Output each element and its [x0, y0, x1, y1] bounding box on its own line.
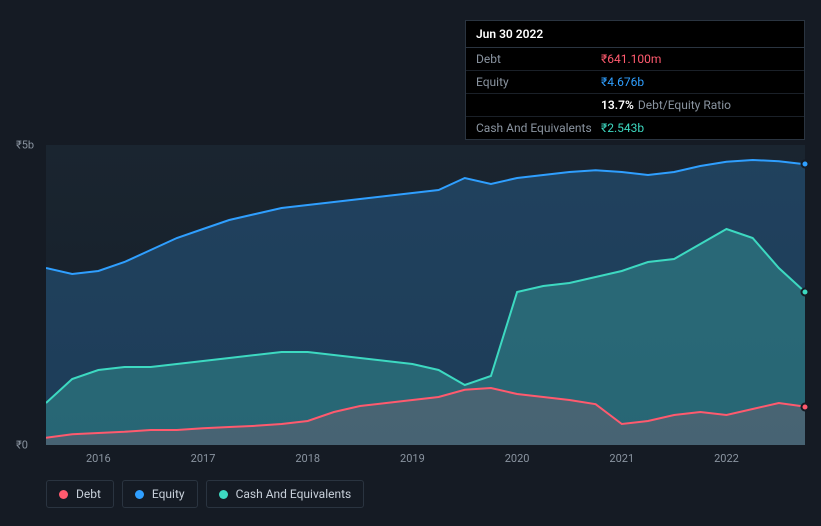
- x-axis-label: 2017: [191, 452, 216, 465]
- x-axis-label: 2021: [609, 452, 634, 465]
- legend-swatch: [59, 490, 68, 499]
- legend-swatch: [135, 490, 144, 499]
- equity-endpoint-marker: [801, 160, 810, 169]
- legend-label: Cash And Equivalents: [236, 487, 352, 501]
- tooltip-row-label: Equity: [476, 75, 601, 89]
- debt-endpoint-marker: [801, 402, 810, 411]
- chart-x-axis: 2016 2017 2018 2019 2020 2021 2022: [46, 450, 805, 470]
- tooltip-row: Equity₹4.676b: [466, 71, 804, 94]
- legend-item-cash[interactable]: Cash And Equivalents: [206, 480, 365, 508]
- financials-chart: ₹5b ₹0 2016 2017 2018 2019 2020 2021 2022 Debt E…: [16, 120, 805, 506]
- legend-label: Debt: [76, 487, 101, 501]
- tooltip-row-value: ₹4.676b: [601, 75, 644, 89]
- legend-item-equity[interactable]: Equity: [122, 480, 198, 508]
- cash-endpoint-marker: [801, 288, 810, 297]
- tooltip-row-value: ₹641.100m: [601, 52, 661, 66]
- chart-plot-area[interactable]: [46, 145, 805, 445]
- tooltip-row: Debt₹641.100m: [466, 48, 804, 71]
- x-axis-label: 2020: [505, 452, 530, 465]
- tooltip-row: Cash And Equivalents₹2.543b: [466, 117, 804, 139]
- tooltip-row-label: [476, 98, 601, 112]
- x-axis-label: 2016: [86, 452, 111, 465]
- chart-tooltip: Jun 30 2022 Debt₹641.100mEquity₹4.676b13…: [465, 20, 805, 140]
- tooltip-row-value: ₹2.543b: [601, 121, 644, 135]
- x-axis-label: 2022: [714, 452, 739, 465]
- tooltip-row-label: Cash And Equivalents: [476, 121, 601, 135]
- y-axis-label: ₹5b: [16, 139, 34, 152]
- x-axis-label: 2019: [400, 452, 425, 465]
- legend-swatch: [219, 490, 228, 499]
- y-axis-label: ₹0: [16, 439, 28, 452]
- legend-item-debt[interactable]: Debt: [46, 480, 114, 508]
- tooltip-ratio: 13.7% Debt/Equity Ratio: [601, 98, 731, 112]
- tooltip-date: Jun 30 2022: [466, 21, 804, 48]
- tooltip-row: 13.7% Debt/Equity Ratio: [466, 94, 804, 117]
- legend-label: Equity: [152, 487, 185, 501]
- tooltip-ratio-pct: 13.7%: [601, 98, 634, 112]
- x-axis-label: 2018: [295, 452, 320, 465]
- tooltip-ratio-label: Debt/Equity Ratio: [638, 98, 731, 112]
- chart-legend: Debt Equity Cash And Equivalents: [46, 480, 364, 508]
- tooltip-row-label: Debt: [476, 52, 601, 66]
